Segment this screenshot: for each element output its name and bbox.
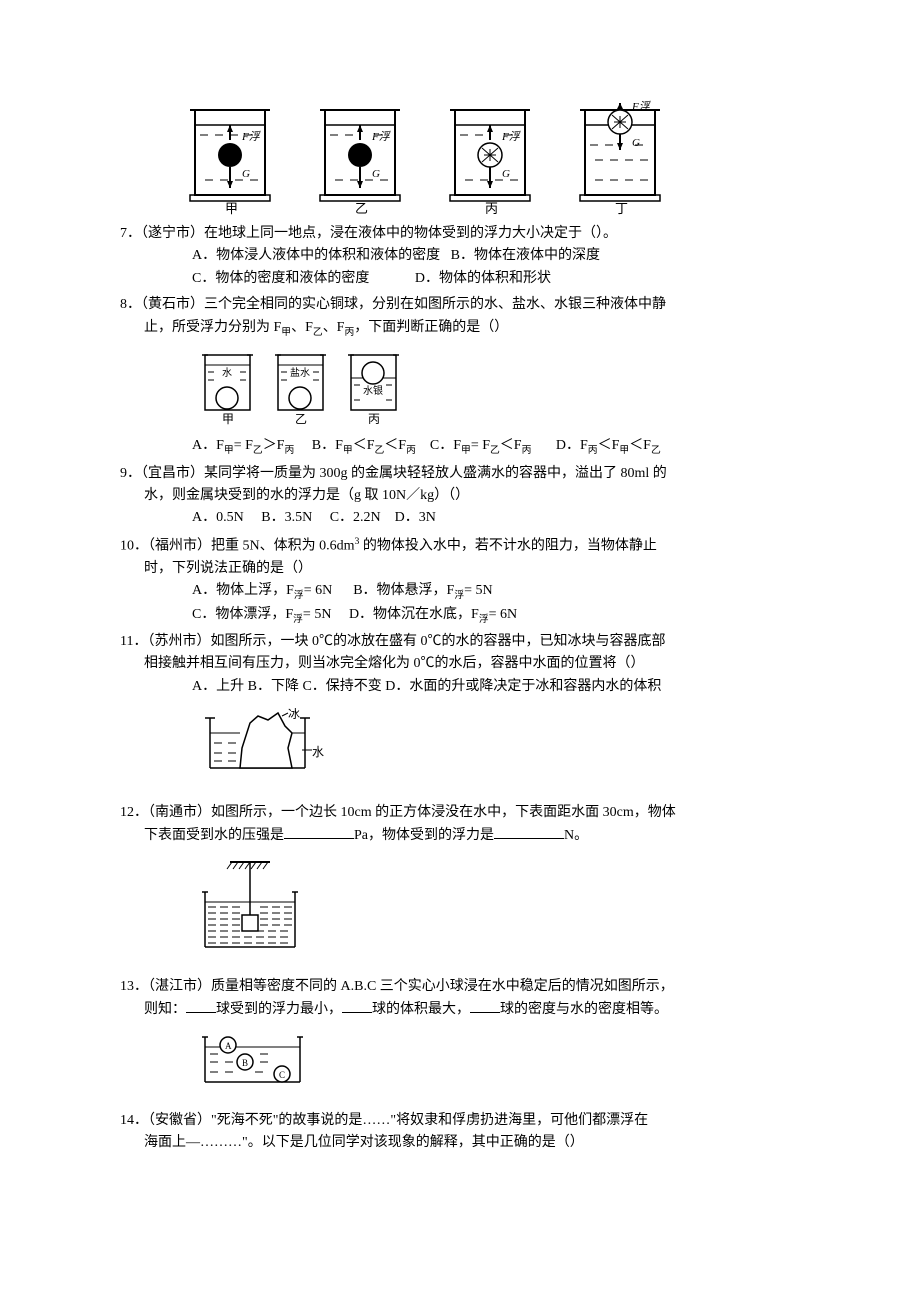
svg-text:丙: 丙 [485, 201, 498, 215]
beaker-ding: F浮 G 丁 [570, 100, 670, 215]
question-7: 7．（遂宁市）在地球上同一地点，浸在液体中的物体受到的浮力大小决定于（）。 A．… [120, 223, 800, 290]
q12-stem1: 12．（南通市）如图所示，一个边长 10cm 的正方体浸没在水中，下表面距水面 … [120, 802, 800, 824]
svg-text:冰: 冰 [288, 708, 300, 721]
q8-options: A．F甲= F乙＞F丙 B．F甲＜F乙＜F丙 C．F甲= F乙＜F丙 D．F丙＜… [120, 435, 800, 458]
beaker-water: 水 甲 [200, 350, 255, 425]
svg-text:乙: 乙 [355, 201, 368, 215]
q7-optB: B．物体在液体中的深度 [451, 248, 600, 263]
q9-optC: C．2.2N [330, 510, 381, 525]
q9-stem1: 9．（宜昌市）某同学将一质量为 300g 的金属块轻轻放人盛满水的容器中，溢出了… [120, 463, 800, 485]
svg-text:C: C [279, 1070, 285, 1080]
beaker-yi: F浮 G 乙 [310, 100, 410, 215]
svg-text:水银: 水银 [363, 384, 383, 397]
q8-stem2: 止，所受浮力分别为 F甲、F乙、F丙，下面判断正确的是（） [120, 317, 800, 340]
svg-text:丁: 丁 [615, 201, 628, 215]
question-12: 12．（南通市）如图所示，一个边长 10cm 的正方体浸没在水中，下表面距水面 … [120, 802, 800, 966]
svg-text:F浮: F浮 [241, 130, 262, 143]
beaker-bing: F浮 G 丙 [440, 100, 540, 215]
svg-text:甲: 甲 [222, 412, 234, 425]
q13-stem1: 13．（湛江市）质量相等密度不同的 A.B.C 三个实心小球浸在水中稳定后的情况… [120, 976, 800, 998]
three-balls-figure: A B C [120, 1032, 800, 1100]
four-beakers-figure: F浮 G 甲 F浮 G 乙 [120, 100, 800, 215]
ice-container-figure: 冰 水 [120, 708, 800, 791]
svg-text:丙: 丙 [368, 412, 380, 425]
q9-optB: B．3.5N [261, 510, 312, 525]
svg-text:G: G [502, 168, 510, 180]
svg-text:F浮: F浮 [501, 130, 522, 143]
svg-text:G: G [242, 168, 250, 180]
svg-text:水: 水 [312, 745, 324, 759]
blank-smallest-buoyancy [186, 998, 216, 1013]
svg-text:F浮: F浮 [631, 100, 652, 113]
svg-text:甲: 甲 [225, 201, 238, 215]
q11-stem2: 相接触并相互间有压力，则当冰完全熔化为 0℃的水后，容器中水面的位置将（） [120, 653, 800, 675]
svg-text:水: 水 [222, 367, 232, 379]
q13-stem2: 则知：球受到的浮力最小，球的体积最大，球的密度与水的密度相等。 [120, 998, 800, 1021]
blank-equal-density [470, 998, 500, 1013]
three-beakers-figure: 水 甲 盐水 乙 水银 丙 [120, 350, 800, 425]
question-8: 8．（黄石市）三个完全相同的实心铜球，分别在如图所示的水、盐水、水银三种液体中静… [120, 294, 800, 458]
beaker-saltwater: 盐水 乙 [273, 350, 328, 425]
submerged-cube-figure [120, 857, 800, 965]
question-10: 10．（福州市）把重 5N、体积为 0.6dm3 的物体投入水中，若不计水的阻力… [120, 534, 800, 627]
blank-buoyancy [494, 824, 564, 839]
q10-stem1: 10．（福州市）把重 5N、体积为 0.6dm3 的物体投入水中，若不计水的阻力… [120, 534, 800, 558]
q7-optA: A．物体浸人液体中的体积和液体的密度 [192, 248, 440, 263]
q12-stem2: 下表面受到水的压强是Pa，物体受到的浮力是N。 [120, 824, 800, 847]
q9-optA: A．0.5N [192, 510, 244, 525]
svg-text:F浮: F浮 [371, 130, 392, 143]
svg-text:乙: 乙 [295, 412, 307, 425]
q10-stem2: 时，下列说法正确的是（） [120, 558, 800, 580]
q8-stem1: 8．（黄石市）三个完全相同的实心铜球，分别在如图所示的水、盐水、水银三种液体中静 [120, 294, 800, 316]
blank-largest-volume [342, 998, 372, 1013]
q7-optD: D．物体的体积和形状 [415, 271, 551, 286]
q11-stem1: 11．（苏州市）如图所示，一块 0℃的冰放在盛有 0℃的水的容器中，已知冰块与容… [120, 631, 800, 653]
q7-optC: C．物体的密度和液体的密度 [192, 271, 369, 286]
q9-optD: D．3N [395, 510, 436, 525]
svg-text:盐水: 盐水 [290, 366, 310, 379]
svg-text:A: A [225, 1041, 232, 1051]
q9-stem2: 水，则金属块受到的水的浮力是（g 取 10N／kg）（） [120, 485, 800, 507]
q7-stem: 7．（遂宁市）在地球上同一地点，浸在液体中的物体受到的浮力大小决定于（）。 [120, 223, 800, 245]
beaker-mercury: 水银 丙 [346, 350, 401, 425]
svg-text:B: B [242, 1058, 248, 1068]
svg-text:G: G [632, 137, 640, 149]
question-9: 9．（宜昌市）某同学将一质量为 300g 的金属块轻轻放人盛满水的容器中，溢出了… [120, 463, 800, 530]
blank-pressure [284, 824, 354, 839]
beaker-jia: F浮 G 甲 [180, 100, 280, 215]
q14-stem1: 14．（安徽省）"死海不死"的故事说的是……"将奴隶和俘虏扔进海里，可他们都漂浮… [120, 1110, 800, 1132]
svg-text:G: G [372, 168, 380, 180]
question-11: 11．（苏州市）如图所示，一块 0℃的冰放在盛有 0℃的水的容器中，已知冰块与容… [120, 631, 800, 792]
question-13: 13．（湛江市）质量相等密度不同的 A.B.C 三个实心小球浸在水中稳定后的情况… [120, 976, 800, 1100]
q11-opts: A．上升 B．下降 C．保持不变 D．水面的升或降决定于冰和容器内水的体积 [120, 676, 800, 698]
question-14: 14．（安徽省）"死海不死"的故事说的是……"将奴隶和俘虏扔进海里，可他们都漂浮… [120, 1110, 800, 1155]
q14-stem2: 海面上—………"。以下是几位同学对该现象的解释，其中正确的是（） [120, 1132, 800, 1154]
